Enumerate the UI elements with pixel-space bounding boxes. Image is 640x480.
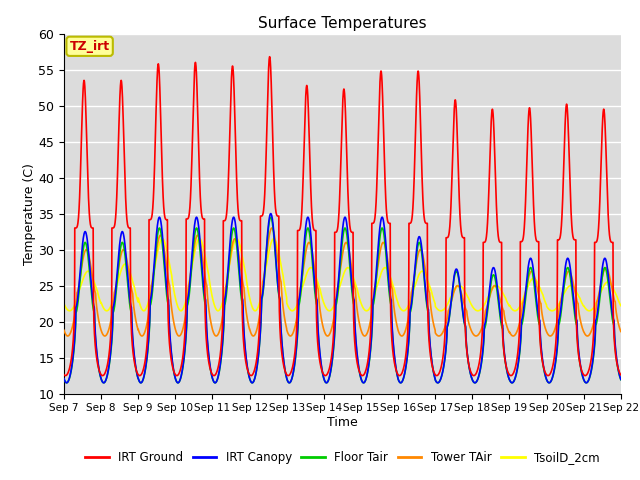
IRT Ground [547,371,554,376]
Floor Tair [617,377,625,383]
Tower TAir [606,276,614,282]
Y-axis label: Temperature (C): Temperature (C) [22,163,35,264]
IRT Ground [60,372,68,378]
TsoilD_2cm [124,264,132,269]
TsoilD_2cm [157,238,164,243]
Tower TAir [157,232,164,238]
IRT Ground [274,213,282,219]
IRT Canopy [60,376,68,382]
Tower TAir [547,333,554,339]
IRT Canopy [267,211,275,216]
Line: IRT Ground: IRT Ground [64,57,621,375]
IRT Ground [266,54,273,60]
Floor Tair [124,281,132,287]
Title: Surface Temperatures: Surface Temperatures [258,16,427,31]
Line: TsoilD_2cm: TsoilD_2cm [64,239,621,311]
IRT Ground [124,222,132,228]
Tower TAir [60,327,68,333]
Floor Tair [267,215,275,220]
IRT Ground [617,372,625,378]
TsoilD_2cm [617,303,625,309]
IRT Canopy [274,282,282,288]
TsoilD_2cm [606,280,614,286]
Floor Tair [157,228,164,234]
Floor Tair [63,380,70,385]
Tower TAir [124,262,132,268]
Tower TAir [268,225,276,231]
TsoilD_2cm [60,301,68,307]
IRT Canopy [124,273,132,279]
Line: Tower TAir: Tower TAir [64,228,621,336]
Tower TAir [274,259,282,264]
IRT Canopy [547,379,554,385]
Floor Tair [60,376,68,382]
IRT Ground [606,237,614,243]
TsoilD_2cm [159,236,166,242]
IRT Canopy [298,269,306,275]
Text: TZ_irt: TZ_irt [70,40,109,53]
TsoilD_2cm [66,308,74,313]
TsoilD_2cm [274,246,282,252]
IRT Ground [157,117,164,122]
IRT Canopy [617,376,625,382]
Line: IRT Canopy: IRT Canopy [64,214,621,383]
IRT Ground [298,204,306,210]
IRT Canopy [63,380,70,385]
IRT Canopy [157,218,164,224]
TsoilD_2cm [547,307,554,313]
Line: Floor Tair: Floor Tair [64,217,621,383]
X-axis label: Time: Time [327,416,358,429]
IRT Canopy [606,292,614,298]
IRT Ground [61,372,69,378]
Floor Tair [606,299,614,304]
Floor Tair [298,276,306,282]
Tower TAir [64,333,72,339]
TsoilD_2cm [298,285,306,291]
Legend: IRT Ground, IRT Canopy, Floor Tair, Tower TAir, TsoilD_2cm: IRT Ground, IRT Canopy, Floor Tair, Towe… [81,446,604,469]
Tower TAir [617,329,625,335]
Floor Tair [274,284,282,290]
Tower TAir [298,276,306,281]
Floor Tair [547,379,554,385]
